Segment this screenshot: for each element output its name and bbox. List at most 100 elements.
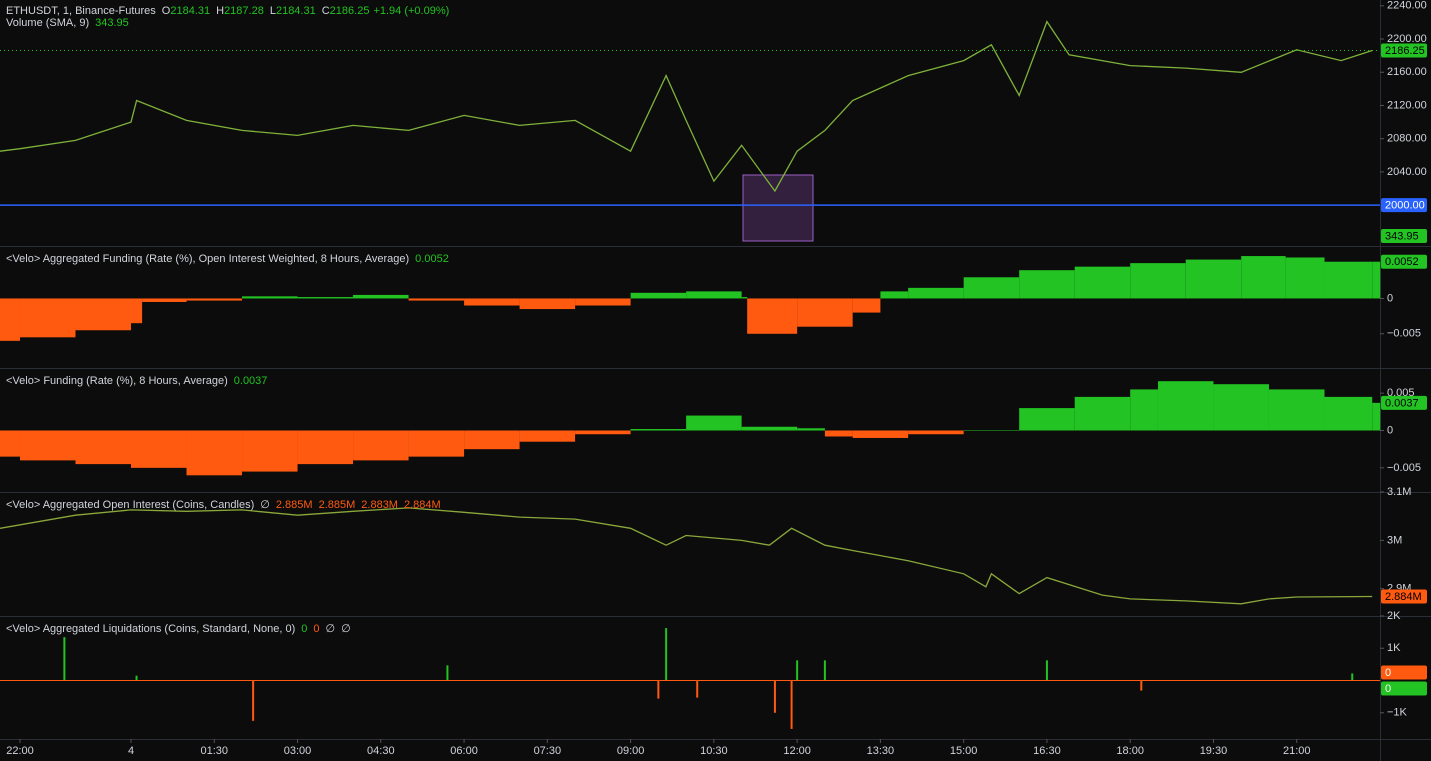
price-label-box [1381,395,1427,410]
y-tick-label: 3M [1387,534,1402,546]
bar [1285,257,1325,299]
pane-header: <Velo> Aggregated Open Interest (Coins, … [6,499,441,511]
ohlc-label: O [162,5,171,17]
bar [747,298,798,334]
bar [519,298,576,310]
price-label: 2.884M [1385,591,1422,603]
y-tick-label: −1K [1387,707,1408,719]
bar [790,680,793,729]
bar [575,430,631,435]
legend-value: 2.885M [319,499,356,511]
bar [852,430,909,438]
bar [1372,261,1381,299]
legend-value: 0 [301,623,307,635]
last-value: 0.0037 [234,375,268,387]
x-tick-label: 18:00 [1116,745,1144,757]
y-tick-label: 2120.00 [1387,99,1427,111]
x-tick-label: 04:30 [367,745,395,757]
price-label: 2186.25 [1385,45,1425,57]
bar [252,680,255,721]
bar [19,298,76,338]
bar [1351,673,1354,681]
legend-value: 2.884M [404,499,441,511]
bar [19,430,76,461]
bar [186,430,243,476]
bar [963,277,1020,299]
ohlc-label: L [270,5,276,17]
bar [741,426,798,431]
legend-value: 2.883M [361,499,398,511]
bar [1324,396,1373,431]
y-tick-label: 3.1M [1387,486,1411,498]
x-tick-label: 15:00 [950,745,978,757]
bar [665,628,668,681]
bar [741,297,748,299]
price-label-box [1381,681,1427,696]
legend-value: 2.885M [276,499,313,511]
last-value: 0.0052 [415,253,449,265]
bar [1324,261,1373,299]
bar [963,430,1020,431]
pane-header: <Velo> Funding (Rate (%), 8 Hours, Avera… [6,375,267,387]
indicator-name: Volume (SMA, 9) [6,17,89,29]
bar [1074,266,1131,299]
pane-title: <Velo> Aggregated Open Interest (Coins, … [6,499,254,511]
bar [686,415,742,431]
bar [630,429,687,431]
bar [1130,263,1186,299]
indicator-value: 343.95 [95,17,129,29]
bar [353,294,409,299]
x-tick-label: 12:00 [783,745,811,757]
legend-symbol: ∅ [260,499,270,511]
bar [446,665,449,681]
bar [1372,402,1381,431]
bar [408,430,465,457]
x-tick-label: 4 [128,745,134,757]
bar [297,430,354,465]
series-line [0,20,1373,193]
price-label: 0.0052 [1385,256,1419,268]
legend-value: ∅ [326,623,336,635]
bar [1157,381,1214,431]
y-tick-label: 2K [1387,610,1401,622]
bar [797,428,825,431]
bar [0,298,20,341]
price-label-box [1381,665,1427,680]
bar [297,297,354,299]
bar [686,291,742,299]
price-label: 343.95 [1385,230,1419,242]
bar [1185,259,1242,299]
y-tick-label: 2200.00 [1387,33,1427,45]
ohlc-value: 2184.31 [170,5,210,17]
pane-title: <Velo> Funding (Rate (%), 8 Hours, Avera… [6,375,228,387]
bar [1019,270,1075,299]
bar [657,680,660,699]
x-tick-label: 09:00 [617,745,645,757]
bar [773,680,776,713]
x-tick-label: 16:30 [1033,745,1061,757]
legend-value: ∅ [341,623,351,635]
bar [1045,660,1048,681]
bar [796,660,799,681]
bar [186,298,243,301]
bar [908,287,964,299]
x-tick-label: 03:00 [284,745,312,757]
bar [242,296,298,299]
pane-title: ETHUSDT, 1, Binance-Futures [6,5,156,17]
pane-title: <Velo> Aggregated Liquidations (Coins, S… [6,623,295,635]
bar [1130,389,1158,431]
pane-header: <Velo> Aggregated Liquidations (Coins, S… [6,623,351,635]
bar [1268,389,1325,431]
y-tick-label: 2160.00 [1387,66,1427,78]
bar [880,291,909,299]
bar [630,292,687,299]
bar [575,298,631,306]
price-label-box [1381,198,1427,213]
y-tick-label: −0.005 [1387,328,1421,340]
x-tick-label: 10:30 [700,745,728,757]
bar [75,430,132,465]
y-tick-label: 0 [1387,424,1393,436]
x-tick-label: 22:00 [6,745,34,757]
bar [823,660,826,681]
